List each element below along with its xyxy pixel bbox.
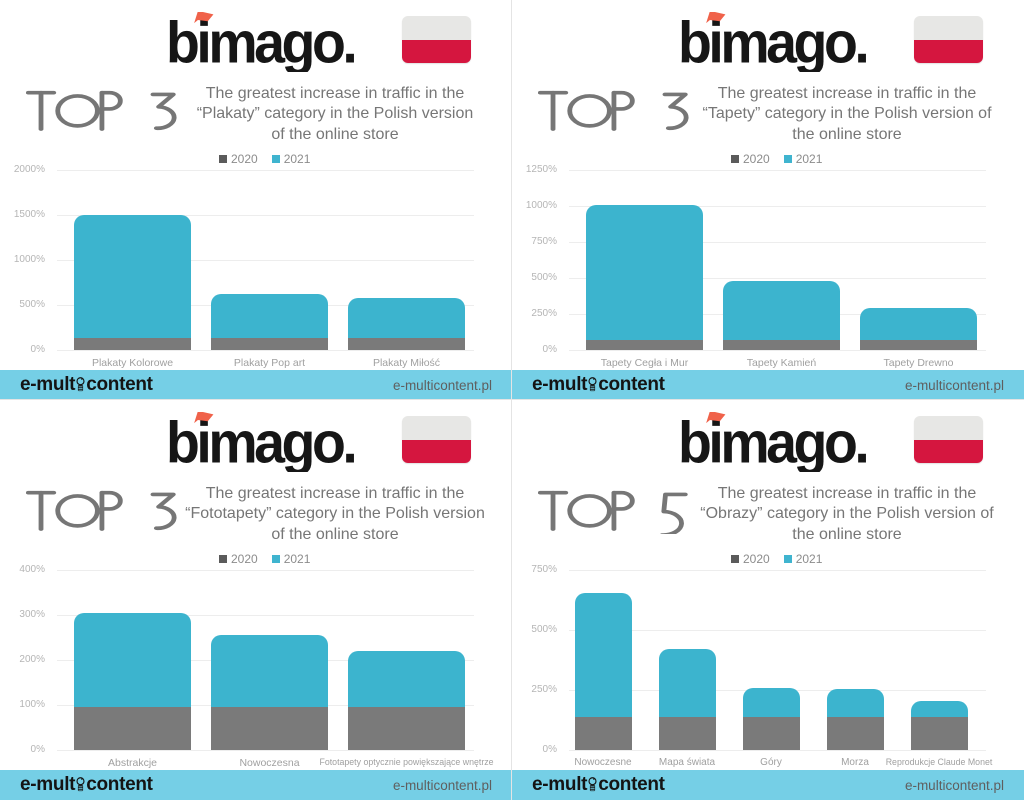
svg-text:bimago.: bimago. — [166, 412, 354, 472]
svg-text:bimago.: bimago. — [678, 412, 866, 472]
svg-text:bimago.: bimago. — [166, 12, 354, 72]
svg-text:bimago.: bimago. — [678, 12, 866, 72]
